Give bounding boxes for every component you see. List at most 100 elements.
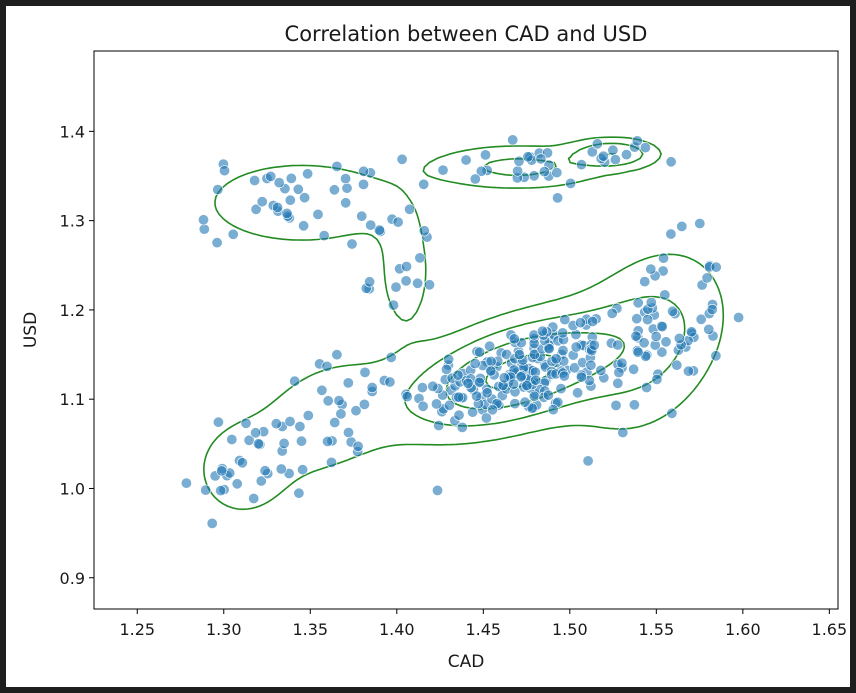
data-point [412, 277, 424, 289]
data-point [547, 404, 559, 416]
data-point [575, 159, 587, 171]
data-point [632, 346, 644, 358]
data-point [607, 144, 619, 156]
data-point [606, 307, 618, 319]
data-point [572, 387, 584, 399]
data-point [473, 376, 485, 388]
data-point [657, 265, 669, 277]
data-point [427, 380, 439, 392]
data-point [293, 487, 305, 499]
data-point [206, 517, 218, 529]
data-point [295, 435, 307, 447]
data-point [575, 371, 587, 383]
data-point [414, 252, 426, 264]
data-point [631, 313, 643, 325]
data-point [620, 149, 632, 161]
data-point [617, 426, 629, 438]
y-axis-label: USD [21, 312, 41, 348]
data-point [508, 333, 520, 345]
data-point [682, 365, 694, 377]
data-point [340, 197, 352, 209]
data-point [660, 336, 672, 348]
data-point [665, 228, 677, 240]
data-point [322, 395, 334, 407]
data-point [542, 389, 554, 401]
data-point [665, 156, 677, 168]
data-point [302, 409, 314, 421]
data-point [673, 332, 685, 344]
data-point [659, 289, 671, 301]
data-point [479, 149, 491, 161]
data-point [507, 134, 519, 146]
data-point [231, 478, 243, 490]
data-point [508, 378, 520, 390]
data-point [350, 405, 362, 417]
data-point [325, 456, 337, 468]
chart-title: Correlation between CAD and USD [285, 22, 648, 46]
data-point [582, 455, 594, 467]
data-point [322, 435, 334, 447]
data-point [249, 175, 261, 187]
x-axis-label: CAD [448, 652, 485, 672]
data-point [431, 484, 443, 496]
data-point [297, 464, 309, 476]
data-point [418, 178, 430, 190]
data-point [559, 314, 571, 326]
data-point [284, 194, 296, 206]
data-point [385, 351, 397, 363]
data-point [331, 160, 343, 172]
data-point [387, 299, 399, 311]
data-point [400, 261, 412, 273]
data-point [528, 348, 540, 360]
data-point [588, 339, 600, 351]
data-point [519, 396, 531, 408]
data-point [356, 210, 368, 222]
data-point [656, 321, 668, 333]
data-point [331, 349, 343, 361]
data-point [666, 407, 678, 419]
data-point [358, 165, 370, 177]
data-point [211, 237, 223, 249]
data-point [440, 363, 452, 375]
data-point [364, 276, 376, 288]
data-point [227, 228, 239, 240]
data-point [612, 339, 624, 351]
data-point [632, 297, 644, 309]
data-point [198, 214, 210, 226]
data-point [471, 390, 483, 402]
data-point [417, 400, 429, 412]
data-point [340, 173, 352, 185]
data-point [335, 408, 347, 420]
data-point [521, 380, 533, 392]
data-point [312, 208, 324, 220]
data-point [460, 154, 472, 166]
data-point [284, 415, 296, 427]
data-point [528, 390, 540, 402]
data-point [236, 457, 248, 469]
data-point [574, 317, 586, 329]
data-point [591, 138, 603, 150]
data-point [357, 178, 369, 190]
data-point [512, 165, 524, 177]
data-point [273, 177, 285, 189]
data-point [628, 363, 640, 375]
data-point [452, 369, 464, 381]
data-point [565, 177, 577, 189]
data-point [365, 219, 377, 231]
data-point [650, 330, 662, 342]
plot-area-frame [93, 50, 839, 610]
data-point [256, 196, 268, 208]
data-point [342, 377, 354, 389]
x-tick-label: 1.55 [639, 620, 675, 639]
data-point [437, 164, 449, 176]
data-point [453, 409, 465, 421]
data-point [695, 313, 707, 325]
data-point [522, 151, 534, 163]
data-point [657, 252, 669, 264]
data-point [613, 366, 625, 378]
data-point [498, 372, 510, 384]
data-point [292, 183, 304, 195]
data-point [226, 433, 238, 445]
data-point [299, 192, 311, 204]
data-point [474, 346, 486, 358]
